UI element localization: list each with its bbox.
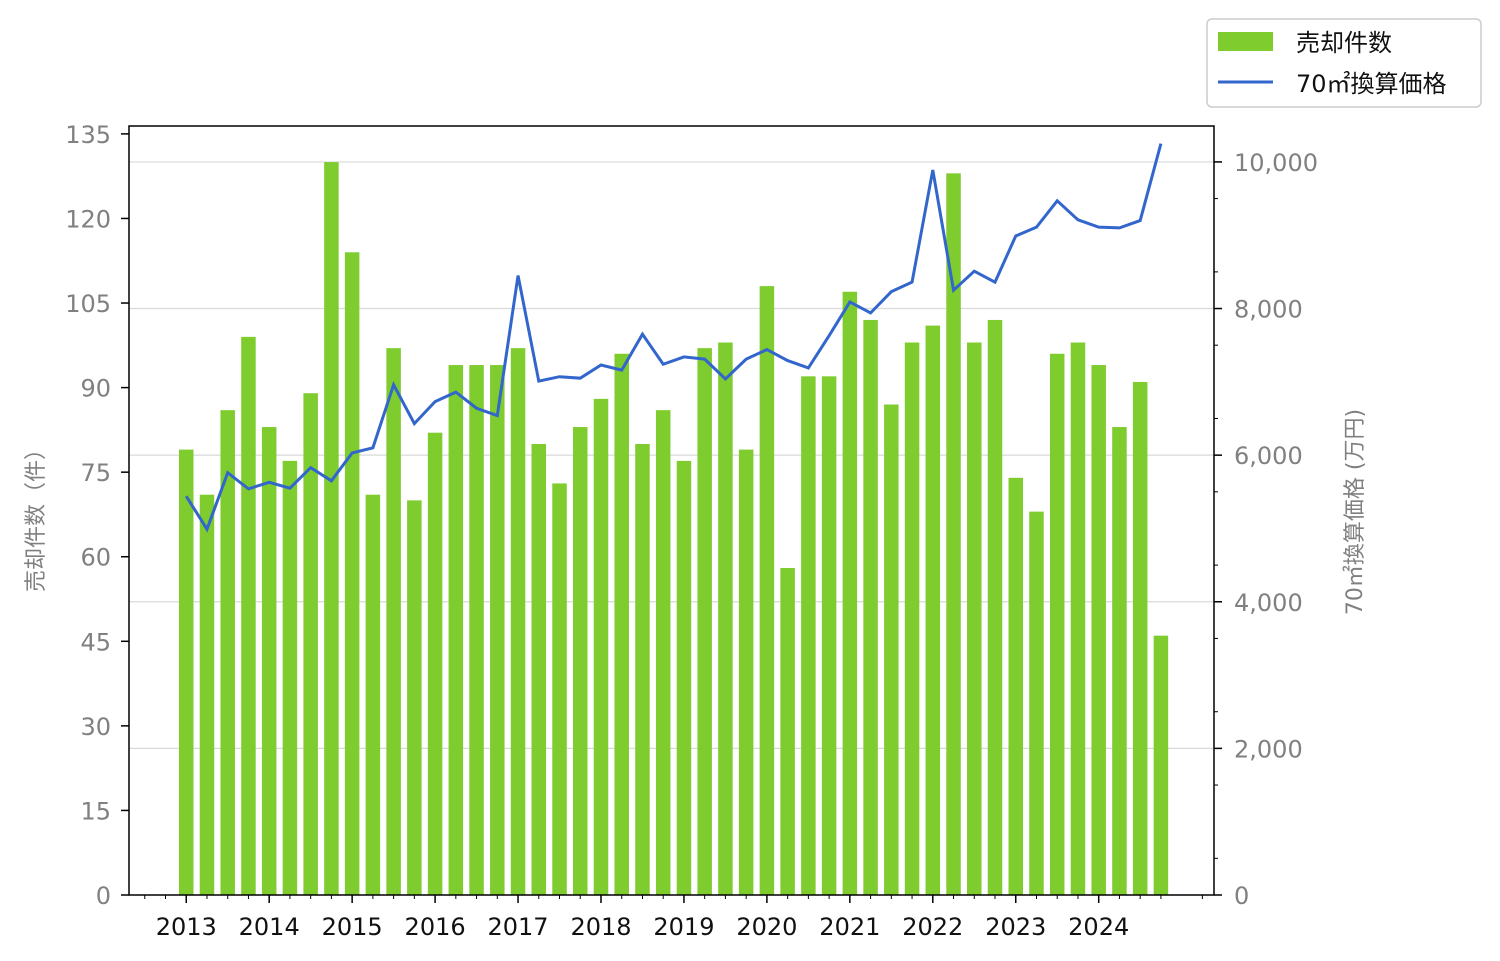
legend: 売却件数 70㎡換算価格 <box>1206 18 1482 108</box>
bar <box>1008 477 1023 895</box>
bar <box>697 348 712 895</box>
bar <box>946 173 961 895</box>
bar <box>593 398 609 895</box>
y-axis-label-left: 売却件数（件） <box>24 438 49 592</box>
right-tick-label: 0 <box>1234 882 1249 910</box>
x-tick-label: 2022 <box>902 913 963 941</box>
bar <box>407 500 422 895</box>
bar <box>676 460 692 895</box>
bar <box>531 443 547 895</box>
bar <box>448 365 464 896</box>
right-tick-label: 4,000 <box>1234 589 1303 617</box>
x-tick-label: 2023 <box>985 913 1046 941</box>
right-tick-label: 6,000 <box>1234 442 1303 470</box>
x-tick-label: 2016 <box>405 913 466 941</box>
left-tick-label: 75 <box>80 459 111 487</box>
bar <box>635 443 650 895</box>
x-tick-label: 2019 <box>653 913 714 941</box>
left-tick-label: 30 <box>80 713 111 741</box>
left-tick-label: 90 <box>80 375 111 403</box>
left-tick-label: 0 <box>96 882 111 910</box>
bar <box>614 353 629 896</box>
bar <box>324 162 339 896</box>
bar <box>987 319 1003 895</box>
bar <box>967 342 982 895</box>
bar <box>365 494 381 895</box>
axes: 0 2,000 4,000 6,000 8,000 10,000 0 15 30 45 60 75 90… <box>65 121 1318 941</box>
bar <box>925 325 941 895</box>
left-tick-label: 45 <box>80 628 111 656</box>
bar <box>490 365 505 896</box>
left-tick-label: 135 <box>65 121 111 149</box>
bar <box>261 427 277 895</box>
y-axis-label-right: 70㎡換算価格 (万円) <box>1342 409 1368 615</box>
bar <box>510 348 526 895</box>
bar <box>1029 511 1044 895</box>
x-tick-label: 2020 <box>736 913 797 941</box>
bar <box>1153 635 1169 895</box>
x-tick-label: 2015 <box>322 913 383 941</box>
left-tick-label: 60 <box>80 544 111 572</box>
bar <box>821 376 837 895</box>
bar <box>220 410 235 895</box>
bar <box>1070 342 1086 895</box>
bar <box>573 427 588 895</box>
left-tick-label: 120 <box>65 205 111 233</box>
bar <box>344 252 360 896</box>
x-tick-label: 2021 <box>819 913 880 941</box>
bar <box>655 410 671 895</box>
bar <box>738 449 754 895</box>
bar <box>801 376 816 895</box>
bar <box>469 365 484 896</box>
bar <box>718 342 733 895</box>
bar <box>1091 365 1106 896</box>
bar <box>842 291 858 895</box>
x-tick-label: 2014 <box>239 913 300 941</box>
bar <box>178 449 194 895</box>
legend-swatch-bar <box>1218 32 1273 51</box>
bar <box>386 348 401 895</box>
bar <box>863 319 878 895</box>
bar <box>241 336 256 895</box>
bar <box>1112 427 1127 895</box>
right-tick-label: 10,000 <box>1234 149 1318 177</box>
legend-label-line: 70㎡換算価格 <box>1296 70 1447 98</box>
left-tick-label: 15 <box>80 797 111 825</box>
left-tick-label: 105 <box>65 290 111 318</box>
x-tick-label: 2024 <box>1068 913 1129 941</box>
line-series-price <box>184 143 1163 533</box>
bar <box>427 432 443 895</box>
bar <box>282 460 298 895</box>
bar <box>1132 381 1148 895</box>
bar <box>1049 353 1065 896</box>
x-tick-label: 2013 <box>156 913 217 941</box>
bar <box>759 286 775 895</box>
x-tick-label: 2018 <box>570 913 631 941</box>
bar-series <box>178 162 1169 896</box>
right-tick-label: 8,000 <box>1234 296 1303 324</box>
bar <box>199 494 215 895</box>
right-tick-label: 2,000 <box>1234 735 1303 763</box>
plot-frame <box>128 125 1215 896</box>
legend-frame <box>1206 18 1482 108</box>
bar <box>904 342 920 895</box>
bar <box>552 483 567 895</box>
line-points <box>186 143 1162 530</box>
bar <box>884 404 899 895</box>
x-tick-label: 2017 <box>488 913 549 941</box>
bar <box>780 568 795 895</box>
legend-label-bar: 売却件数 <box>1296 29 1392 57</box>
bar <box>303 393 318 895</box>
